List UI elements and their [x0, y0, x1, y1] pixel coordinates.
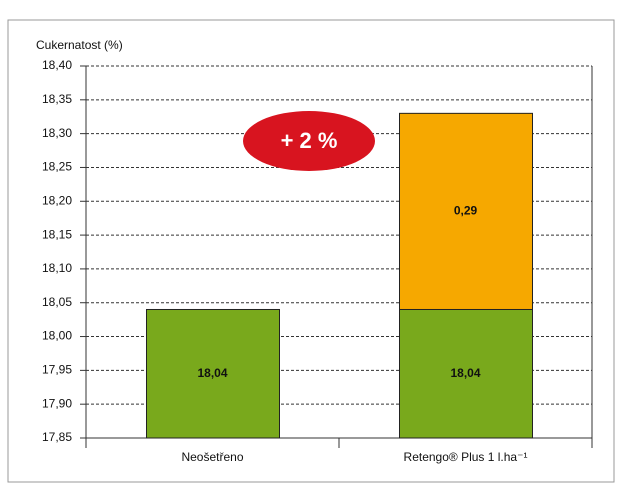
y-tick-label: 17,95 — [42, 363, 72, 377]
x-tick-label: Retengo® Plus 1 l.ha⁻¹ — [404, 450, 528, 464]
bar-segment — [399, 112, 533, 310]
y-tick-label: 18,15 — [42, 227, 72, 241]
annotation: + 2 % — [281, 128, 338, 153]
data-label: 18,04 — [450, 366, 480, 380]
y-tick-label: 18,20 — [42, 193, 72, 207]
data-label: 0,29 — [454, 204, 478, 218]
y-tick-label: 17,85 — [42, 430, 72, 444]
y-tick-label: 18,00 — [42, 329, 72, 343]
y-tick-label: 18,10 — [42, 261, 72, 275]
y-axis-label: Cukernatost (%) — [36, 38, 123, 52]
data-label: 18,04 — [197, 366, 227, 380]
y-tick-label: 18,30 — [42, 126, 72, 140]
y-tick-label: 18,40 — [42, 58, 72, 72]
x-tick-label: Neošetřeno — [181, 450, 243, 464]
bar-segment — [146, 308, 280, 439]
y-tick-label: 18,35 — [42, 92, 72, 106]
y-tick-label: 18,05 — [42, 295, 72, 309]
y-tick-label: 18,25 — [42, 160, 72, 174]
y-tick-label: 17,90 — [42, 396, 72, 410]
annotation-badge — [243, 111, 375, 171]
